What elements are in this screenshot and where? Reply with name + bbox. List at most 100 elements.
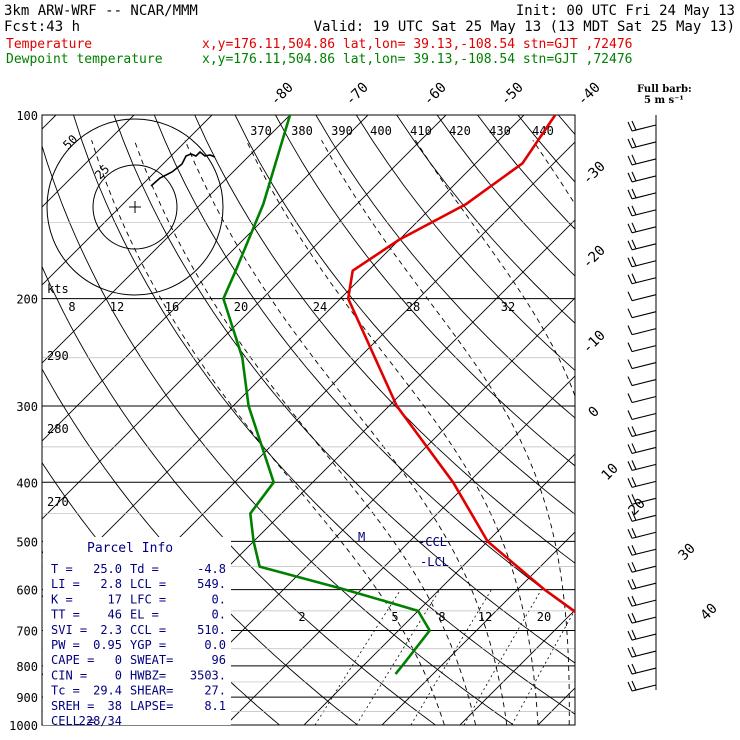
wind-barb-flag xyxy=(627,410,633,420)
theta-label-top: 370 xyxy=(250,124,272,138)
moist-adiabat-label: 16 xyxy=(165,300,179,314)
wind-barb-flag xyxy=(627,155,633,166)
isotherm-line xyxy=(381,531,575,725)
wind-barb-staff xyxy=(631,328,657,336)
isotherm-line xyxy=(303,453,575,725)
wind-barb-flag xyxy=(627,189,633,200)
wind-barb-flag xyxy=(627,359,633,369)
isotherm-label: 10 xyxy=(599,461,622,484)
sounding-profiles xyxy=(222,115,575,675)
dry-adiabat-line xyxy=(639,115,740,725)
parcel-info-key: CIN = xyxy=(51,668,87,682)
isotherm-line xyxy=(42,115,525,598)
wind-barb-flag xyxy=(631,239,637,250)
hodograph-ring-label-50: 50 xyxy=(60,132,80,152)
parcel-info-value: 29.4 xyxy=(93,684,122,698)
parcel-info-value: -4.8 xyxy=(197,562,226,576)
wind-barb xyxy=(627,171,657,183)
forecast-label: Fcst: xyxy=(4,19,46,35)
dry-adiabat-line xyxy=(477,115,575,230)
wind-barb-flag xyxy=(631,460,637,470)
temperature-location: x,y=176.11,504.86 lat,lon= 39.13,-108.54… xyxy=(202,37,632,52)
parcel-info-value: 3503. xyxy=(190,668,226,682)
wind-barb-flag xyxy=(631,578,637,589)
mixing-ratio-label: 2 xyxy=(298,610,305,624)
wind-barb xyxy=(627,410,657,421)
wind-barb-flag xyxy=(631,273,637,283)
parcel-info-key: SWEAT= xyxy=(130,653,173,667)
parcel-info-background xyxy=(43,537,231,725)
parcel-info-value: 46 xyxy=(108,608,122,622)
moist-adiabat-line xyxy=(133,140,477,725)
moist-adiabat-label: 20 xyxy=(234,300,248,314)
moist-adiabat-label: 32 xyxy=(501,300,515,314)
mixing-ratio-label: 5 xyxy=(391,610,398,624)
wind-barb-flag xyxy=(631,443,637,453)
wind-barb-flag xyxy=(627,630,633,641)
wind-barb xyxy=(627,393,657,404)
wind-barb-staff xyxy=(631,294,657,302)
moist-adiabat-label: 24 xyxy=(313,300,327,314)
wind-barb-flag xyxy=(627,478,633,488)
wind-barb xyxy=(627,595,657,607)
parcel-info-value: 38 xyxy=(108,699,122,713)
isotherm-line xyxy=(616,115,740,725)
barb-legend-title: Full barb: xyxy=(637,84,692,95)
wind-barb xyxy=(627,629,657,641)
theta-label-top: 420 xyxy=(449,124,471,138)
wind-barb xyxy=(627,578,657,590)
parcel-info-key: YGP = xyxy=(130,638,166,652)
wind-barb-flag xyxy=(627,495,633,505)
wind-barb-flag xyxy=(627,291,633,301)
wind-barb-flag xyxy=(627,240,633,251)
moist-adiabat-line xyxy=(415,139,575,398)
dry-adiabat-line xyxy=(275,115,575,467)
wind-barb-staff xyxy=(631,345,657,353)
dry-adiabat-line xyxy=(153,115,575,614)
wind-barb xyxy=(627,120,657,132)
wind-barb-flag xyxy=(627,647,633,658)
wind-barb-flag xyxy=(627,274,633,284)
valid-time: Valid: 19 UTC Sat 25 May 13 (13 MDT Sat … xyxy=(314,19,735,35)
wind-barb xyxy=(627,239,657,251)
pressure-tick-label: 700 xyxy=(16,625,38,639)
theta-label-left: 270 xyxy=(47,495,69,509)
wind-barb-flag xyxy=(631,528,637,538)
isotherm-line xyxy=(42,115,447,520)
parcel-info-key: CELL = xyxy=(51,714,94,728)
parcel-info-value: 17 xyxy=(108,592,122,606)
wind-barb-flag xyxy=(627,138,633,149)
parcel-info-key: Tc = xyxy=(51,684,80,698)
parcel-info-value: 228/34 xyxy=(79,714,122,728)
temperature-profile xyxy=(346,115,575,615)
wind-barb-flag xyxy=(627,613,633,624)
wind-barb-staff xyxy=(631,311,657,319)
moist-adiabat-line xyxy=(321,139,570,725)
wind-barb xyxy=(627,545,657,556)
isotherm-label: 0 xyxy=(586,404,603,421)
dry-adiabat-line xyxy=(680,115,740,725)
wind-barb-flag xyxy=(631,680,637,691)
wind-barb-flag xyxy=(627,325,633,335)
isotherm-line xyxy=(225,375,575,725)
wind-barb-flag xyxy=(631,612,637,623)
hodograph-ring-inner xyxy=(92,164,178,250)
barb-legend-units: 5 m s⁻¹ xyxy=(644,95,684,106)
wind-barb xyxy=(627,359,657,370)
isotherm-line xyxy=(537,687,575,725)
isotherm-label: -70 xyxy=(343,80,372,109)
parcel-info-value: 0 xyxy=(115,653,122,667)
hodograph-trace xyxy=(150,150,216,187)
wind-barb-flag xyxy=(627,664,633,675)
parcel-info-value: 0.0 xyxy=(204,638,226,652)
parcel-info-key: LI = xyxy=(51,577,80,591)
wind-barb-flag xyxy=(627,342,633,352)
pressure-tick-label: 800 xyxy=(16,660,38,674)
pressure-tick-label: 900 xyxy=(16,691,38,705)
parcel-info-value: 8.1 xyxy=(204,699,226,713)
theta-label-top: 410 xyxy=(410,124,432,138)
isotherm-label: -30 xyxy=(580,159,609,188)
dry-adiabat-line xyxy=(436,115,575,277)
wind-barbs: Full barb: 5 m s⁻¹ xyxy=(627,84,692,692)
parcel-info-value: 0 xyxy=(115,668,122,682)
